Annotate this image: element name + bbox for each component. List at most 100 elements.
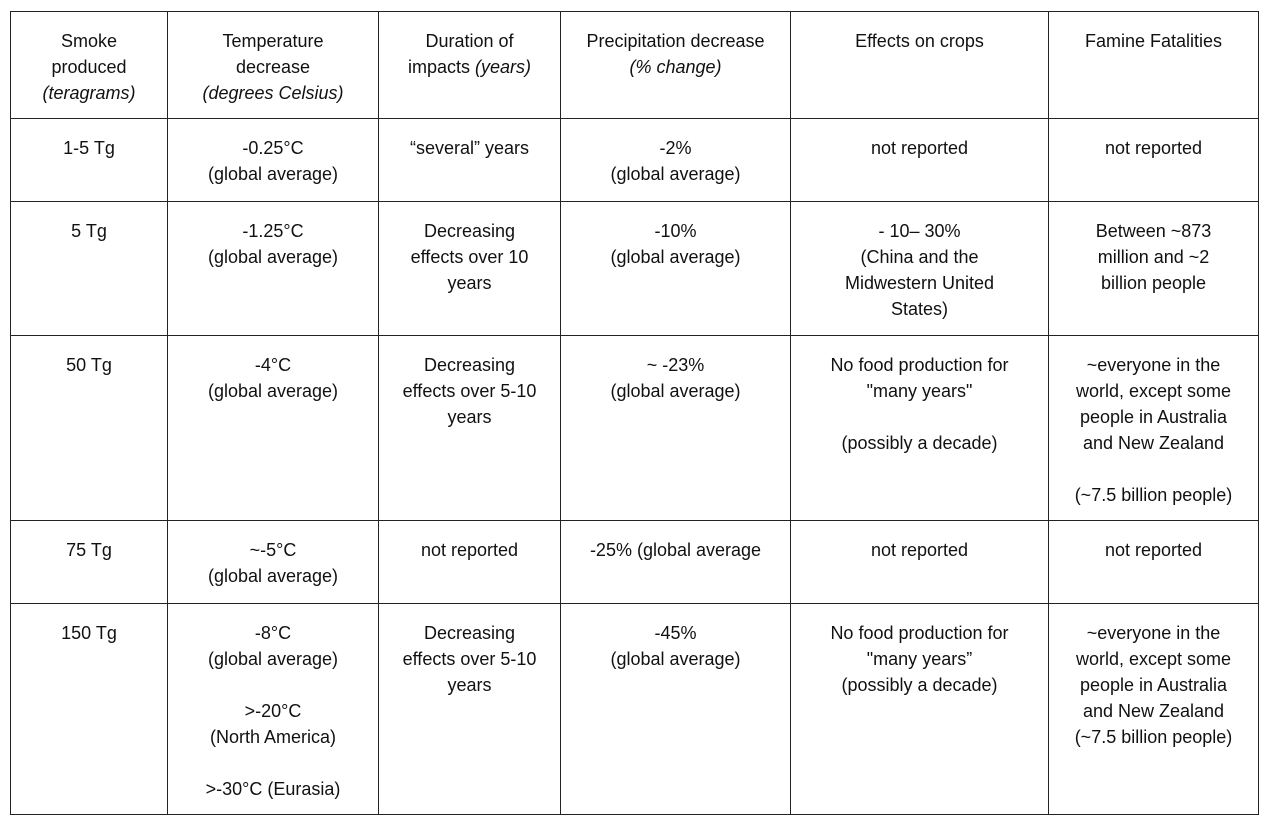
cell-text: world, except some: [1075, 381, 1232, 401]
cell-text: (global average): [207, 381, 339, 401]
table-row: 1-5 Tg -0.25°C (global average) “several” y…: [10, 118, 1259, 202]
cell-text: -2%: [659, 138, 692, 158]
cell-text: >-20°C: [244, 701, 302, 721]
cell-text: not reported: [420, 540, 519, 560]
header-cell: Temperature decrease (degrees Celsius): [167, 11, 379, 119]
table-cell: 150 Tg: [10, 603, 168, 815]
cell-text: Decreasing: [423, 221, 516, 241]
cell-text: 75 Tg: [66, 540, 112, 560]
table-row: 150 Tg -8°C (global average) >-20°C (North A…: [10, 603, 1259, 815]
cell-text: No food production for: [830, 355, 1009, 375]
cell-text: -25% (global average: [589, 540, 762, 560]
cell-text: -45%: [654, 623, 697, 643]
table-cell: -1.25°C (global average): [167, 201, 379, 336]
header-unit: (degrees Celsius): [202, 83, 344, 103]
table-body: Smoke produced (teragrams) Temperature decre…: [10, 11, 1259, 815]
table-cell: Decreasing effects over 5-10 years: [378, 335, 561, 521]
header-text: Precipitation decrease: [586, 31, 765, 51]
cell-text: >-30°C (Eurasia): [205, 779, 341, 799]
table-cell: not reported: [378, 520, 561, 604]
header-text: produced: [51, 57, 127, 77]
table-cell: 50 Tg: [10, 335, 168, 521]
cell-text: people in Australia: [1079, 407, 1228, 427]
cell-text: effects over 5-10: [402, 649, 537, 669]
table-cell: “several” years: [378, 118, 561, 202]
header-cell: Smoke produced (teragrams): [10, 11, 168, 119]
header-cell: Famine Fatalities: [1048, 11, 1259, 119]
cell-text: Decreasing: [423, 623, 516, 643]
table-cell: No food production for "many years” (possi…: [790, 603, 1049, 815]
cell-text: ~ -23%: [646, 355, 705, 375]
header-cell: Effects on crops: [790, 11, 1049, 119]
table-cell: -0.25°C (global average): [167, 118, 379, 202]
cell-text: -0.25°C: [242, 138, 304, 158]
cell-text: (global average): [610, 247, 741, 267]
cell-text: ~-5°C: [249, 540, 297, 560]
spacer: [172, 672, 374, 698]
cell-text: No food production for: [830, 623, 1009, 643]
table-cell: -8°C (global average) >-20°C (North America…: [167, 603, 379, 815]
header-text: impacts (years): [407, 57, 532, 77]
cell-text: ~everyone in the: [1086, 623, 1221, 643]
cell-text: Midwestern United: [844, 273, 995, 293]
table-cell: Decreasing effects over 10 years: [378, 201, 561, 336]
cell-text: (~7.5 billion people): [1074, 727, 1233, 747]
cell-text: world, except some: [1075, 649, 1232, 669]
spacer: [172, 750, 374, 776]
cell-text: ~everyone in the: [1086, 355, 1221, 375]
spacer: [795, 404, 1044, 430]
table-row: 50 Tg -4°C (global average) Decreasing effec…: [10, 335, 1259, 521]
table-cell: ~everyone in the world, except some people…: [1048, 603, 1259, 815]
cell-text: (global average): [207, 649, 339, 669]
cell-text: not reported: [1104, 540, 1203, 560]
cell-text: (global average): [207, 164, 339, 184]
cell-text: effects over 10: [410, 247, 529, 267]
cell-text: effects over 5-10: [402, 381, 537, 401]
table-cell: ~everyone in the world, except some people…: [1048, 335, 1259, 521]
cell-text: -4°C: [254, 355, 292, 375]
table-cell: -25% (global average: [560, 520, 791, 604]
header-unit: (% change): [629, 57, 722, 77]
cell-text: (global average): [610, 164, 741, 184]
cell-text: (possibly a decade): [841, 433, 998, 453]
table-cell: -4°C (global average): [167, 335, 379, 521]
table-cell: Between ~873 million and ~2 billion people: [1048, 201, 1259, 336]
table-row: 75 Tg ~-5°C (global average) not reported -2…: [10, 520, 1259, 604]
header-text: Temperature: [222, 31, 324, 51]
cell-text: (global average): [207, 566, 339, 586]
header-cell: Precipitation decrease (% change): [560, 11, 791, 119]
cell-text: billion people: [1100, 273, 1207, 293]
results-table: Smoke produced (teragrams) Temperature decre…: [10, 11, 1259, 815]
header-unit: (years): [475, 57, 532, 77]
cell-text: (North America): [209, 727, 337, 747]
table-cell: not reported: [790, 520, 1049, 604]
table-cell: not reported: [1048, 118, 1259, 202]
table-cell: -10% (global average): [560, 201, 791, 336]
header-unit: (teragrams): [42, 83, 136, 103]
table-cell: - 10– 30% (China and the Midwestern United…: [790, 201, 1049, 336]
header-text: decrease: [235, 57, 311, 77]
cell-text: and New Zealand: [1082, 433, 1225, 453]
spacer: [1053, 456, 1254, 482]
cell-text: -8°C: [254, 623, 292, 643]
table-cell: not reported: [790, 118, 1049, 202]
cell-text: (global average): [610, 381, 741, 401]
cell-text: (~7.5 billion people): [1074, 485, 1233, 505]
header-text: Effects on crops: [855, 31, 984, 51]
cell-text: million and ~2: [1097, 247, 1210, 267]
table-cell: ~ -23% (global average): [560, 335, 791, 521]
cell-text: not reported: [870, 540, 969, 560]
table-cell: 5 Tg: [10, 201, 168, 336]
table-cell: No food production for "many years" (possi…: [790, 335, 1049, 521]
table-cell: 1-5 Tg: [10, 118, 168, 202]
table-cell: 75 Tg: [10, 520, 168, 604]
header-text: Duration of: [425, 31, 514, 51]
cell-text: “several” years: [409, 138, 530, 158]
cell-text: 1-5 Tg: [63, 138, 115, 158]
cell-text: years: [447, 675, 492, 695]
cell-text: people in Australia: [1079, 675, 1228, 695]
header-row: Smoke produced (teragrams) Temperature decre…: [10, 11, 1259, 119]
cell-text: and New Zealand: [1082, 701, 1225, 721]
cell-text: years: [447, 273, 492, 293]
